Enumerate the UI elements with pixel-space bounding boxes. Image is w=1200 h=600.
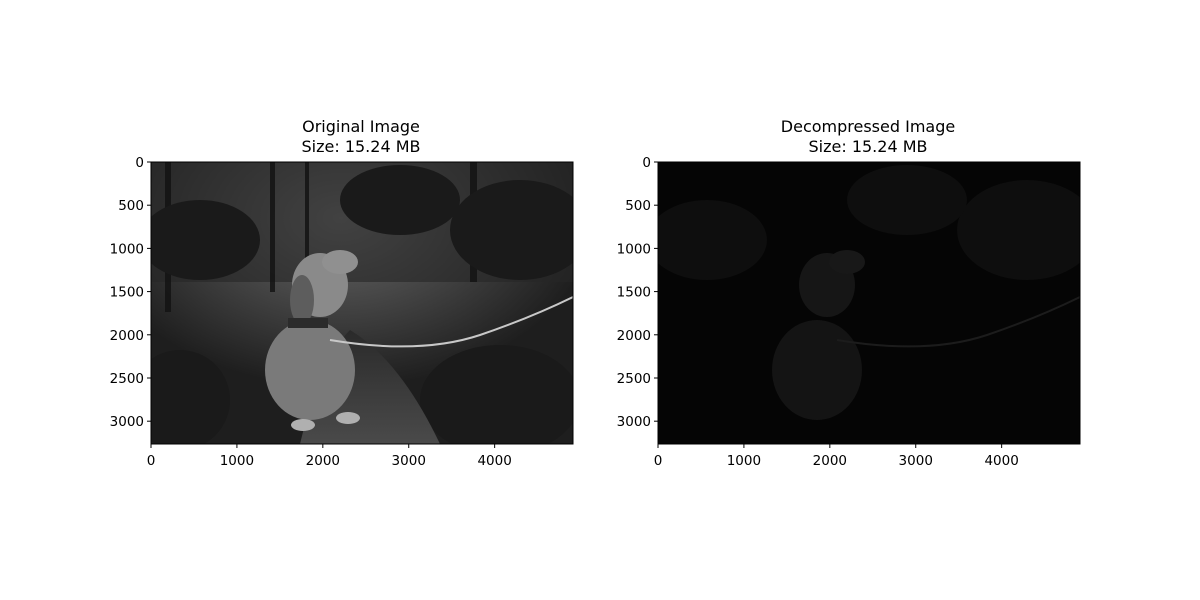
left-y-tick-label: 500 <box>118 198 144 214</box>
right-x-tick-label: 1000 <box>727 453 761 469</box>
original-image <box>151 162 573 444</box>
left-x-tick-label: 0 <box>147 453 156 469</box>
left-y-tick-label: 2500 <box>110 371 144 387</box>
right-y-tick-label: 1000 <box>617 241 651 257</box>
decompressed-image <box>658 162 1080 444</box>
left-axes-frame <box>150 161 574 445</box>
dog-shape <box>265 250 360 431</box>
left-x-tick-label: 4000 <box>477 453 511 469</box>
right-y-tick-label: 0 <box>642 155 651 171</box>
right-x-tick-label: 4000 <box>984 453 1018 469</box>
right-y-tick-label: 1500 <box>617 285 651 301</box>
left-x-tick-label: 1000 <box>220 453 254 469</box>
left-y-tick-label: 0 <box>135 155 144 171</box>
left-title-line: Original Image <box>302 117 420 136</box>
right-subtitle-line: Size: 15.24 MB <box>808 137 928 156</box>
right-title-line: Decompressed Image <box>780 117 956 136</box>
left-y-tick-label: 1500 <box>110 285 144 301</box>
left-panel-title: Original Image Size: 15.24 MB <box>211 117 511 157</box>
right-x-tick-label: 2000 <box>813 453 847 469</box>
left-y-tick-label: 3000 <box>110 414 144 430</box>
dog-shape-dark <box>772 250 865 420</box>
right-x-tick-label: 3000 <box>899 453 933 469</box>
left-x-tick-label: 3000 <box>392 453 426 469</box>
right-panel-title: Decompressed Image Size: 15.24 MB <box>718 117 1018 157</box>
right-y-tick-label: 3000 <box>617 414 651 430</box>
right-y-tick-label: 2000 <box>617 328 651 344</box>
right-axes-frame <box>657 161 1081 445</box>
left-y-tick-label: 2000 <box>110 328 144 344</box>
left-x-tick-label: 2000 <box>306 453 340 469</box>
left-subtitle-line: Size: 15.24 MB <box>301 137 421 156</box>
right-y-tick-label: 2500 <box>617 371 651 387</box>
right-y-tick-label: 500 <box>625 198 651 214</box>
left-y-tick-label: 1000 <box>110 241 144 257</box>
right-x-tick-label: 0 <box>654 453 663 469</box>
